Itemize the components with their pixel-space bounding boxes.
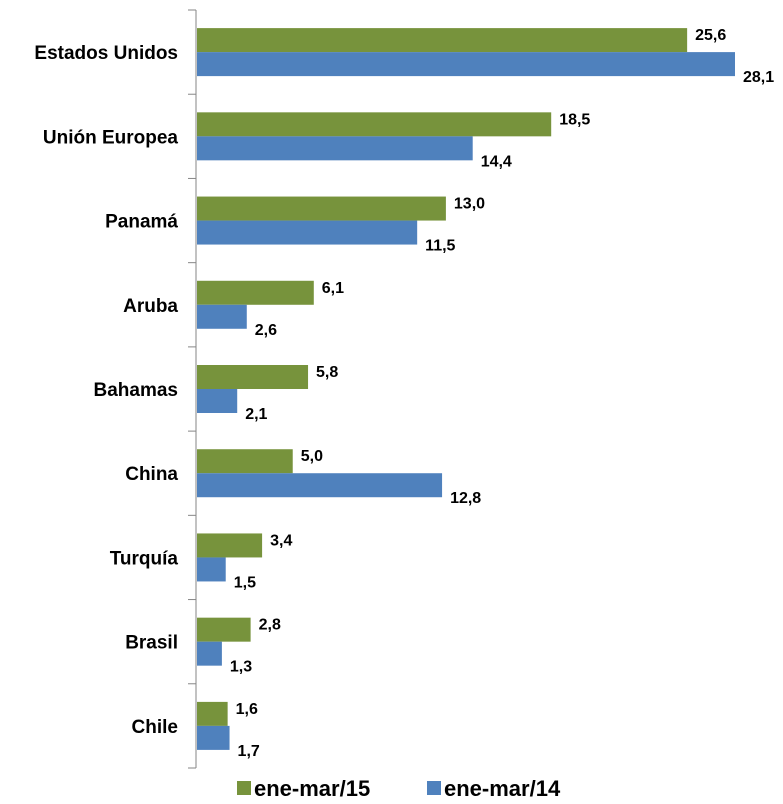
category-label: Aruba: [123, 296, 178, 317]
category-label: China: [125, 464, 178, 485]
bar-ene-mar-14: [197, 641, 222, 666]
category-label: Panamá: [105, 212, 178, 233]
data-label: 1,6: [236, 701, 258, 718]
bar-ene-mar-15: [197, 196, 446, 221]
bars: [197, 28, 735, 750]
bar-ene-mar-14: [197, 473, 443, 498]
category-axis-ticks: [188, 9, 196, 769]
data-label: 2,8: [259, 617, 281, 634]
category-labels: Estados Unidos Unión Europea Panamá Aruba Ba…: [34, 43, 178, 738]
category-label: Unión Europea: [43, 127, 179, 148]
category-label: Brasil: [125, 633, 178, 654]
bar-ene-mar-15: [197, 280, 314, 305]
bar-ene-mar-14: [197, 220, 418, 245]
bar-ene-mar-15: [197, 28, 688, 53]
data-label: 5,0: [301, 448, 323, 465]
bar-ene-mar-15: [197, 617, 251, 642]
data-label: 1,5: [234, 574, 256, 591]
bar-ene-mar-15: [197, 365, 309, 389]
data-label: 2,1: [245, 406, 267, 423]
bar-ene-mar-15: [197, 449, 293, 474]
data-label: 2,6: [255, 322, 277, 339]
bar-ene-mar-15: [197, 533, 263, 558]
value-labels: 25,6 28,1 18,5 14,4 13,0 11,5 6,1 2,6 5,8 2,1 5,0 1…: [230, 27, 774, 760]
bar-ene-mar-14: [197, 725, 230, 750]
bar-ene-mar-14: [197, 304, 247, 329]
bar-ene-mar-14: [197, 136, 473, 161]
bar-ene-mar-15: [197, 112, 552, 137]
data-label: 25,6: [695, 27, 726, 44]
category-label: Bahamas: [94, 380, 179, 401]
data-label: 6,1: [322, 280, 344, 297]
bar-ene-mar-15: [197, 701, 228, 726]
bar-ene-mar-14: [197, 557, 226, 582]
data-label: 5,8: [316, 364, 338, 381]
bar-ene-mar-14: [197, 389, 238, 413]
data-label: 14,4: [481, 153, 512, 170]
legend-label: ene-mar/14: [444, 776, 561, 801]
category-label: Estados Unidos: [34, 43, 178, 64]
data-label: 11,5: [425, 238, 455, 255]
data-label: 1,7: [238, 743, 260, 760]
legend-item: ene-mar/14: [427, 776, 561, 801]
data-label: 1,3: [230, 659, 252, 676]
data-label: 18,5: [559, 111, 590, 128]
category-label: Chile: [132, 717, 178, 738]
category-label: Turquía: [110, 548, 179, 569]
legend: ene-mar/15 ene-mar/14: [237, 776, 561, 801]
legend-label: ene-mar/15: [254, 776, 370, 801]
data-label: 13,0: [454, 196, 485, 213]
legend-item: ene-mar/15: [237, 776, 370, 801]
data-label: 28,1: [743, 69, 774, 86]
data-label: 3,4: [270, 532, 292, 549]
bar-ene-mar-14: [197, 52, 735, 77]
data-label: 12,8: [450, 490, 481, 507]
legend-swatch: [237, 781, 251, 795]
legend-swatch: [427, 781, 441, 795]
